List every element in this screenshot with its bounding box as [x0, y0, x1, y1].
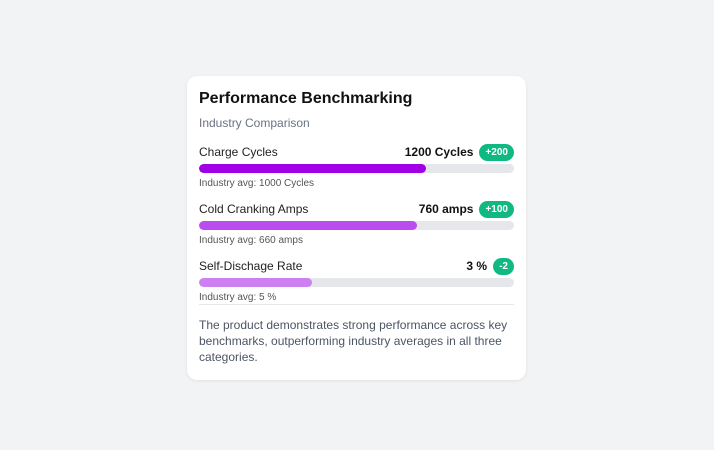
progress-bar: [199, 221, 417, 230]
metrics: Charge Cycles 1200 Cycles +200 Industry avg…: [199, 143, 514, 303]
card: Performance Benchmarking Industry Compar…: [187, 76, 526, 380]
progress-track: [199, 221, 514, 230]
industry-average: Industry avg: 660 amps: [199, 235, 303, 246]
divider: [199, 304, 514, 305]
industry-average: Industry avg: 5 %: [199, 292, 277, 303]
card-title: Performance Benchmarking: [199, 90, 413, 107]
metric-value-group: 1200 Cycles +200: [404, 143, 514, 161]
summary: The product demonstrates strong performa…: [199, 318, 508, 364]
progress-bar: [199, 278, 313, 287]
metric-value: 1200 Cycles: [404, 145, 474, 159]
metric-value: 3 %: [466, 259, 488, 273]
metric-value-group: 3 % -2: [466, 257, 514, 275]
metric-label: Self-Dischage Rate: [199, 259, 303, 273]
metric-header: Cold Cranking Amps 760 amps +100: [199, 200, 514, 218]
metric-header: Self-Dischage Rate 3 % -2: [199, 257, 514, 275]
metric-value: 760 amps: [418, 202, 474, 216]
metric-row: Cold Cranking Amps 760 amps +100 Industry a…: [199, 200, 514, 246]
metric-row: Self-Dischage Rate 3 % -2 Industry avg: 5 %: [199, 257, 514, 303]
industry-average: Industry avg: 1000 Cycles: [199, 178, 315, 189]
metric-label: Charge Cycles: [199, 145, 278, 159]
metric-label: Cold Cranking Amps: [199, 202, 309, 216]
delta-badge: -2: [493, 257, 514, 275]
metric-header: Charge Cycles 1200 Cycles +200: [199, 143, 514, 161]
progress-bar: [199, 164, 426, 173]
delta-badge: +100: [479, 200, 514, 218]
progress-track: [199, 164, 514, 173]
card-subtitle: Industry Comparison: [199, 116, 310, 130]
metric-value-group: 760 amps +100: [418, 200, 514, 218]
progress-track: [199, 278, 514, 287]
delta-badge: +200: [479, 143, 514, 161]
metric-row: Charge Cycles 1200 Cycles +200 Industry avg…: [199, 143, 514, 189]
